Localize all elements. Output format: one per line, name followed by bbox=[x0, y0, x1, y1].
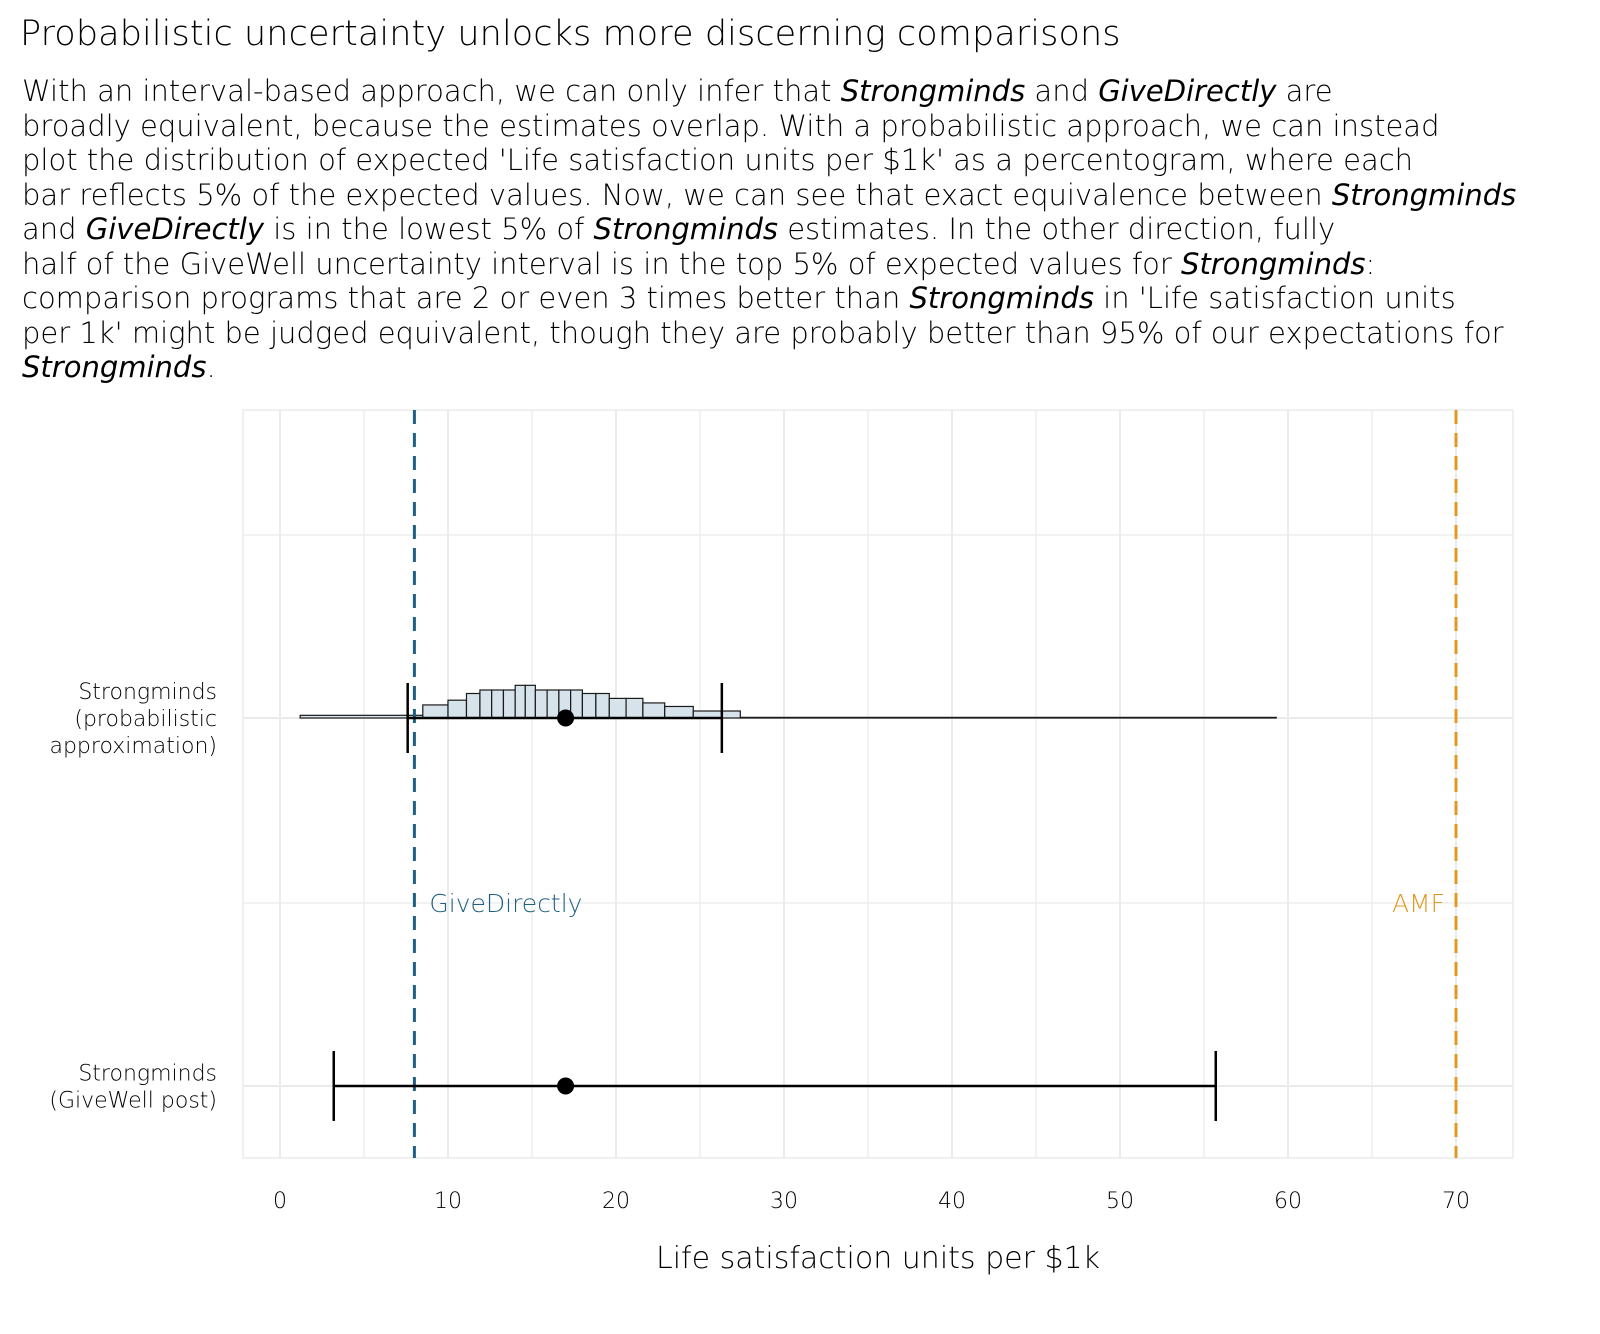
subtitle-line: plot the distribution of expected 'Life … bbox=[22, 143, 1413, 177]
percentogram-bar bbox=[642, 702, 666, 719]
y-category-label: (probabilistic bbox=[74, 707, 217, 732]
subtitle-run: Strongminds bbox=[1181, 246, 1366, 281]
subtitle-line: Strongminds. bbox=[22, 350, 216, 384]
x-tick-label: 30 bbox=[770, 1189, 798, 1214]
grid bbox=[242, 409, 1514, 1159]
percentogram-bar bbox=[625, 697, 644, 719]
x-axis-label: Life satisfaction units per $1k bbox=[656, 1241, 1100, 1276]
subtitle-run: are bbox=[1276, 74, 1333, 108]
amf-label: AMF bbox=[1392, 889, 1445, 918]
subtitle-run: in 'Life satisfaction units bbox=[1093, 281, 1456, 315]
subtitle-run: and bbox=[22, 212, 86, 246]
percentogram bbox=[299, 684, 1277, 719]
subtitle-run: With an interval-based approach, we can … bbox=[22, 74, 841, 108]
y-category-label: (GiveWell post) bbox=[49, 1089, 217, 1114]
percentogram-bar bbox=[546, 689, 560, 719]
percentogram-bar bbox=[422, 704, 449, 719]
subtitle-run: GiveDirectly bbox=[85, 212, 265, 246]
subtitle-run: . bbox=[206, 350, 216, 384]
subtitle-line: With an interval-based approach, we can … bbox=[22, 74, 1333, 108]
y-category-label: Strongminds bbox=[78, 680, 217, 705]
chart-title: Probabilistic uncertainty unlocks more d… bbox=[20, 14, 1121, 54]
x-tick-label: 0 bbox=[273, 1189, 287, 1214]
subtitle-run: plot the distribution of expected 'Life … bbox=[22, 143, 1414, 177]
y-category-label: Strongminds bbox=[78, 1062, 217, 1087]
subtitle-run: bar reflects 5% of the expected values. … bbox=[22, 177, 1332, 212]
subtitle-run: : bbox=[1365, 246, 1376, 281]
givedirectly-label: GiveDirectly bbox=[429, 889, 582, 918]
intervals bbox=[332, 683, 1218, 1121]
subtitle-line: bar reflects 5% of the expected values. … bbox=[22, 178, 1516, 212]
subtitle-run: is in the lowest 5% of bbox=[264, 212, 594, 246]
subtitle-run: Strongminds bbox=[593, 212, 778, 246]
x-tick-label: 20 bbox=[602, 1189, 630, 1214]
percentogram-bar bbox=[299, 714, 424, 719]
subtitle-run: broadly equivalent, because the estimate… bbox=[22, 108, 1440, 143]
subtitle-run: comparison programs that are 2 or even 3… bbox=[22, 281, 910, 315]
percentogram-bar bbox=[491, 689, 505, 719]
percentogram-bar bbox=[524, 684, 536, 719]
percentogram-bar bbox=[502, 689, 516, 719]
subtitle-run: and bbox=[1025, 74, 1099, 108]
subtitle-line: half of the GiveWell uncertainty interva… bbox=[22, 247, 1375, 281]
axes: 0 10 20 30 40 50 60 70Strongminds(probabilistic… bbox=[49, 680, 1470, 1276]
x-tick-label: 60 bbox=[1274, 1189, 1302, 1214]
subtitle-run: half of the GiveWell uncertainty interva… bbox=[22, 246, 1182, 281]
reference-lines: GiveDirectly AMF bbox=[412, 410, 1458, 1158]
subtitle-line: and GiveDirectly is in the lowest 5% of … bbox=[22, 212, 1335, 246]
percentogram-bar bbox=[664, 705, 694, 719]
x-tick-label: 40 bbox=[938, 1189, 966, 1214]
chart-subtitle: With an interval-based approach, we can … bbox=[22, 74, 1592, 385]
subtitle-run: Strongminds bbox=[840, 74, 1026, 108]
point-estimate bbox=[557, 1077, 575, 1095]
subtitle-line: comparison programs that are 2 or even 3… bbox=[22, 281, 1456, 315]
percentogram-bar bbox=[465, 692, 481, 719]
subtitle-run: Strongminds bbox=[1331, 177, 1517, 212]
x-tick-label: 50 bbox=[1106, 1189, 1134, 1214]
percentogram-bar bbox=[514, 684, 526, 719]
percentogram-bar bbox=[608, 697, 627, 719]
subtitle-run: estimates. In the other direction, fully bbox=[777, 212, 1336, 246]
percentogram-bar bbox=[595, 692, 610, 719]
x-tick-label: 70 bbox=[1442, 1189, 1470, 1214]
y-category-label: approximation) bbox=[49, 734, 217, 759]
point-estimate bbox=[557, 709, 575, 727]
panel-border bbox=[242, 409, 1514, 1159]
percentogram-bar bbox=[739, 716, 1277, 719]
subtitle-run: per 1k' might be judged equivalent, thou… bbox=[22, 315, 1504, 350]
x-tick-label: 10 bbox=[434, 1189, 462, 1214]
subtitle-run: Strongminds bbox=[909, 281, 1094, 315]
percentogram-bar bbox=[581, 692, 597, 719]
subtitle-line: per 1k' might be judged equivalent, thou… bbox=[22, 316, 1504, 350]
subtitle-line: broadly equivalent, because the estimate… bbox=[22, 109, 1440, 143]
subtitle-run: Strongminds bbox=[22, 350, 207, 384]
percentogram-bar bbox=[479, 689, 493, 719]
subtitle-run: GiveDirectly bbox=[1098, 74, 1277, 108]
percentogram-bar bbox=[447, 699, 468, 719]
percentogram-bar bbox=[534, 689, 548, 719]
